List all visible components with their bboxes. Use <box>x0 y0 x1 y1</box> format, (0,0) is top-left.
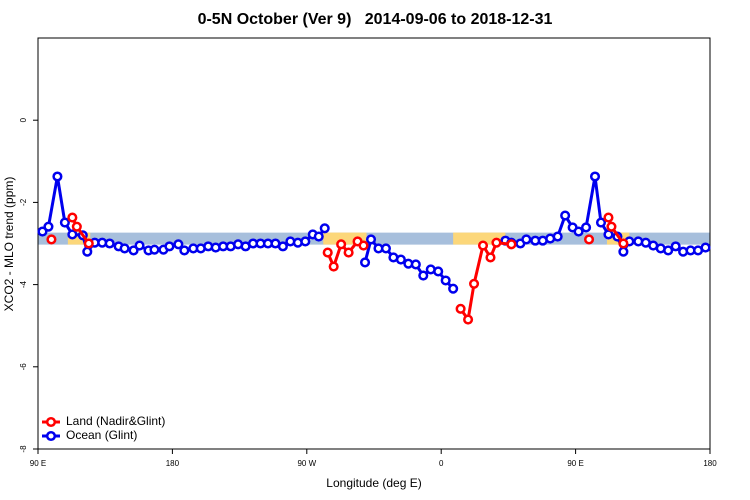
data-point <box>581 222 592 233</box>
data-point <box>59 217 70 228</box>
legend-label: Land (Nadir&Glint) <box>66 414 165 428</box>
data-point <box>164 241 175 252</box>
data-point <box>521 234 532 245</box>
y-tick-label: 0 <box>19 117 28 122</box>
data-point <box>560 210 571 221</box>
x-tick-label: 180 <box>166 459 180 468</box>
data-point <box>173 239 184 250</box>
data-point <box>104 238 115 249</box>
data-point <box>603 212 614 223</box>
data-point <box>319 223 330 234</box>
data-point <box>52 171 63 182</box>
data-point <box>67 212 78 223</box>
data-point <box>358 240 369 251</box>
data-point <box>277 241 288 252</box>
x-axis-label: Longitude (deg E) <box>326 476 421 490</box>
data-point <box>410 259 421 270</box>
data-point <box>463 314 474 325</box>
legend-label: Ocean (Glint) <box>66 428 137 442</box>
data-point <box>46 234 57 245</box>
data-point <box>380 243 391 254</box>
data-point <box>433 266 444 277</box>
data-point <box>618 238 629 249</box>
y-tick-label: -2 <box>19 198 28 206</box>
data-point <box>343 247 354 258</box>
data-point <box>359 257 371 268</box>
data-point <box>313 231 324 242</box>
y-tick-label: -4 <box>19 280 28 288</box>
data-point <box>477 240 489 251</box>
data-point <box>134 240 145 251</box>
y-tick-label: -8 <box>19 445 28 453</box>
data-point <box>336 239 347 250</box>
data-point <box>506 239 517 250</box>
y-tick-label: -6 <box>19 363 28 371</box>
data-point <box>618 246 629 257</box>
data-point <box>603 229 614 240</box>
data-point <box>37 226 48 237</box>
data-point <box>573 226 584 237</box>
data-point <box>71 221 82 232</box>
data-point <box>322 247 333 258</box>
data-point <box>128 245 139 256</box>
data-point <box>67 229 78 240</box>
data-point <box>448 283 459 294</box>
data-point <box>418 270 429 281</box>
data-point <box>440 275 451 286</box>
data-point <box>606 221 617 232</box>
data-point <box>83 238 94 249</box>
data-point <box>179 245 190 256</box>
data-point <box>595 217 607 228</box>
data-point <box>328 261 339 272</box>
x-tick-label: 90 W <box>297 459 316 468</box>
data-point <box>552 231 563 242</box>
legend-marker <box>45 430 57 442</box>
data-point <box>589 171 601 182</box>
data-point <box>300 236 311 247</box>
series-line <box>459 241 512 324</box>
y-axis-label: XCO2 - MLO trend (ppm) <box>2 177 16 312</box>
data-point <box>82 246 93 257</box>
data-point <box>469 278 480 289</box>
data-point <box>365 234 377 245</box>
x-tick-label: 0 <box>439 459 444 468</box>
data-point <box>395 254 406 265</box>
data-point <box>670 241 681 252</box>
data-point <box>149 244 160 255</box>
x-tick-label: 90 E <box>567 459 583 468</box>
x-tick-label: 90 E <box>30 459 46 468</box>
data-point <box>491 237 502 248</box>
x-tick-label: 180 <box>703 459 717 468</box>
legend-marker <box>45 416 57 428</box>
plot-frame <box>37 37 711 450</box>
data-point <box>455 303 466 314</box>
data-point <box>43 221 54 232</box>
chart-title: 0-5N October (Ver 9) 2014-09-06 to 2018-… <box>198 11 553 28</box>
data-point <box>119 243 130 254</box>
data-point <box>700 242 711 253</box>
data-point <box>663 245 674 256</box>
data-point <box>583 234 595 245</box>
data-point <box>485 252 496 263</box>
